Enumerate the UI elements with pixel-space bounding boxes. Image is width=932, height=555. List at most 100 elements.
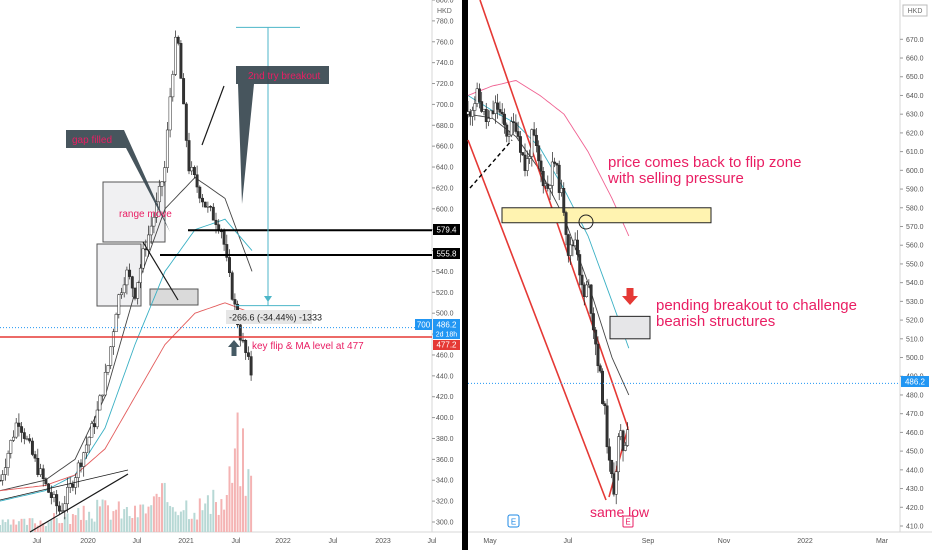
candle-body: [617, 436, 620, 473]
volume-bar: [166, 502, 169, 532]
volume-bar: [1, 519, 4, 532]
volume-bar: [115, 509, 118, 532]
volume-bar: [239, 486, 242, 532]
candle-body: [184, 103, 188, 141]
range-move-line[interactable]: [142, 241, 179, 301]
candle-body: [623, 445, 627, 451]
volume-bar: [228, 466, 231, 532]
time-tick-label: Jul: [428, 538, 437, 545]
candle-body: [57, 505, 61, 512]
price-tick-label: 800.0: [436, 0, 454, 5]
flip-zone-box[interactable]: [501, 207, 712, 224]
price-tick-label: 460.0: [906, 430, 924, 437]
price-tick-label: 550.0: [906, 261, 924, 268]
candle-body: [198, 186, 202, 199]
volume-bar: [36, 525, 39, 532]
candle-body: [84, 444, 88, 453]
left-volume-bars: [0, 412, 253, 532]
candle-body: [1, 474, 5, 481]
candle-body: [87, 437, 91, 446]
badge-current-price-box: [433, 319, 460, 339]
candle-body: [192, 167, 196, 175]
candle-body: [12, 436, 15, 441]
up-arrow-icon: [228, 340, 240, 356]
candle-body: [614, 471, 618, 495]
price-tick-label: 540.0: [436, 269, 454, 276]
volume-bar: [250, 475, 253, 532]
candle-body: [128, 269, 132, 277]
candle-body: [103, 372, 107, 396]
left-rising-trendline[interactable]: [29, 473, 129, 533]
right-annotations: price comes back to flip zone with selli…: [590, 154, 857, 520]
candle-body: [33, 454, 37, 459]
volume-bar: [142, 504, 145, 532]
right-time-axis[interactable]: May Jul Sep Nov 2022 Mar: [483, 538, 888, 545]
volume-bar: [225, 495, 228, 532]
candle-body: [591, 313, 595, 331]
left-steep-trendline[interactable]: [201, 85, 225, 146]
annotation-flip-zone-line2: with selling pressure: [607, 170, 744, 187]
moving-average-line: [0, 302, 253, 492]
candle-body: [509, 121, 513, 136]
candle-body: [82, 452, 86, 467]
candle-body: [241, 339, 245, 342]
left-support-trendline[interactable]: [0, 469, 129, 501]
right-price-axis[interactable]: 410.0 420.0 430.0 440.0 450.0 460.0 470.0 480.0…: [900, 37, 924, 531]
price-tick-label: 640.0: [906, 93, 924, 100]
volume-bar: [123, 509, 126, 532]
candle-body: [182, 78, 186, 105]
candle-body: [594, 329, 598, 345]
candle-body: [71, 483, 75, 488]
left-time-axis[interactable]: Jul 2020 Jul 2021 Jul 2022 Jul 2023 Jul: [33, 538, 437, 545]
candle-body: [249, 356, 253, 376]
price-tick-label: 600.0: [906, 168, 924, 175]
callout-gap-filled[interactable]: [66, 130, 170, 232]
volume-bar: [23, 518, 26, 532]
volume-bar: [217, 514, 220, 532]
volume-bar: [7, 519, 10, 532]
callout-2nd-try-breakout[interactable]: [236, 66, 329, 204]
volume-bar: [196, 519, 199, 532]
badge-current-price: 486.2: [436, 321, 457, 330]
candle-body: [44, 478, 48, 485]
volume-bar: [93, 521, 96, 532]
right-current-price-box: [901, 376, 929, 387]
earnings-marker-upcoming-icon[interactable]: [622, 515, 634, 528]
dashed-trendline[interactable]: [469, 139, 513, 189]
candle-body: [230, 272, 234, 300]
price-tick-label: 580.0: [906, 205, 924, 212]
annotation-pending-line2: bearish structures: [656, 313, 775, 330]
volume-bar: [109, 519, 112, 532]
candle-body: [168, 96, 172, 131]
volume-bar: [82, 505, 85, 532]
time-tick-label: 2023: [375, 538, 391, 545]
candle-body: [484, 109, 488, 122]
candle-body: [136, 282, 140, 299]
volume-bar: [158, 496, 161, 532]
candle-body: [28, 438, 32, 442]
annotation-flip-zone-line1: price comes back to flip zone: [608, 154, 801, 171]
right-panel: [468, 0, 932, 550]
candle-body: [187, 140, 191, 172]
volume-bar: [201, 510, 204, 532]
earnings-marker-icon[interactable]: [507, 514, 520, 528]
price-tick-label: 430.0: [906, 486, 924, 493]
candle-body: [49, 492, 53, 498]
earnings-markers[interactable]: E E: [507, 514, 634, 528]
channel-lower-line[interactable]: [467, 139, 607, 501]
pending-box[interactable]: [609, 315, 651, 340]
price-tick-label: 660.0: [906, 56, 924, 63]
price-tick-label: 440.0: [906, 467, 924, 474]
candle-body: [516, 131, 520, 137]
candle-body: [539, 160, 543, 172]
price-tick-label: 470.0: [906, 411, 924, 418]
volume-bar: [247, 469, 250, 532]
annotation-gap-filled: gap filled: [72, 135, 112, 146]
measure-arrow-icon: [264, 296, 272, 302]
candle-body: [532, 129, 536, 136]
candle-body: [39, 468, 42, 475]
volume-bar: [163, 482, 166, 532]
moving-average-line: [467, 80, 630, 237]
panel-divider[interactable]: [462, 0, 468, 550]
candle-body: [610, 459, 614, 474]
